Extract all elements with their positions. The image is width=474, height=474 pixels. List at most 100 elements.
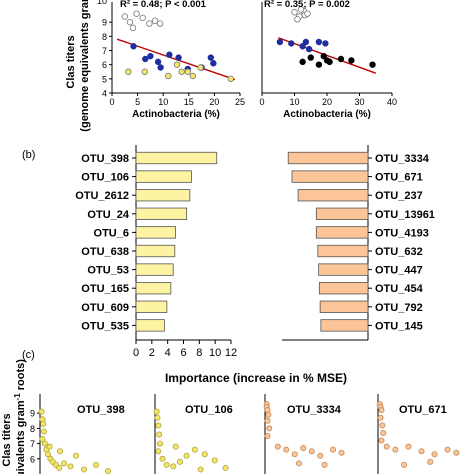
bar xyxy=(318,263,369,276)
bar xyxy=(135,263,174,276)
x-tick-label: 15 xyxy=(184,97,194,107)
category-label: OTU_4193 xyxy=(375,227,429,239)
x-tick-label: 25 xyxy=(235,97,245,107)
panel-a-ylabel-line2: (genome equivalents gram xyxy=(79,0,91,132)
data-point xyxy=(320,52,327,60)
data-point xyxy=(201,451,208,458)
bar xyxy=(135,319,165,332)
x-tick-label: 30 xyxy=(354,97,364,107)
data-point xyxy=(266,425,273,432)
category-label: OTU_632 xyxy=(375,246,423,258)
data-point xyxy=(191,446,198,453)
data-point xyxy=(146,20,153,27)
data-point xyxy=(383,443,390,450)
bar xyxy=(135,151,218,165)
data-point xyxy=(156,440,163,447)
x-tick-label: 10 xyxy=(209,347,221,359)
panel-c-ylabel-tail: roots) xyxy=(15,359,27,394)
x-tick-label: 12 xyxy=(225,347,237,359)
panel-c-ylabel-line2: equivalents gram-1 roots) xyxy=(13,359,27,474)
data-point xyxy=(295,460,302,467)
category-label: OTU_106 xyxy=(81,172,129,184)
data-point xyxy=(57,448,64,455)
data-point xyxy=(133,10,140,17)
data-point xyxy=(183,452,190,459)
y-tick-label: 8 xyxy=(102,32,107,42)
bar xyxy=(135,300,168,313)
panel-b-label: (b) xyxy=(22,149,35,161)
y-tick-label: 6 xyxy=(102,60,107,70)
bar xyxy=(287,151,369,165)
panel-c-label: (c) xyxy=(22,349,35,361)
data-point xyxy=(166,51,173,58)
y-tick-label: 10 xyxy=(97,0,107,6)
category-label: OTU_3334 xyxy=(375,153,430,165)
data-point xyxy=(300,445,307,452)
data-point xyxy=(338,449,345,456)
category-label: OTU_6 xyxy=(94,227,129,239)
data-point xyxy=(176,458,183,465)
data-point xyxy=(348,57,355,64)
category-label: OTU_535 xyxy=(81,320,129,332)
data-point xyxy=(302,38,310,46)
data-point xyxy=(126,18,134,26)
data-point xyxy=(392,446,399,453)
data-point xyxy=(139,14,146,22)
category-label: OTU_792 xyxy=(375,302,423,314)
panel-title: OTU_671 xyxy=(399,404,447,416)
x-tick-label: 5 xyxy=(135,97,140,107)
data-point xyxy=(141,68,148,75)
data-point xyxy=(264,417,271,424)
data-point xyxy=(154,58,162,66)
data-point xyxy=(156,20,164,27)
data-point xyxy=(210,60,217,67)
data-point xyxy=(155,422,162,429)
data-point xyxy=(46,443,53,450)
data-point xyxy=(377,414,384,421)
data-point xyxy=(299,58,306,66)
bar-panel-b-left: 0 2 4 6 8 10 12 OTU_398 OTU_106 OTU_2612 OTU_24 OTU… xyxy=(75,145,237,359)
data-point xyxy=(315,38,323,46)
category-label: OTU_2612 xyxy=(75,190,129,202)
data-point xyxy=(274,443,281,450)
x-tick-label: 2 xyxy=(149,347,155,359)
panel-title: OTU_3334 xyxy=(287,404,342,416)
y-tick-label: 4 xyxy=(102,89,107,99)
bar xyxy=(291,170,369,183)
data-point xyxy=(172,443,179,450)
category-label: OTU_447 xyxy=(375,265,423,277)
regression-annotation: R² = 0.35; P = 0.002 xyxy=(264,0,350,10)
x-tick-label: 0 xyxy=(109,97,114,107)
regression-line xyxy=(278,37,376,74)
x-tick-label: 0 xyxy=(133,347,139,359)
data-point xyxy=(154,414,161,421)
data-point xyxy=(283,446,290,453)
data-point xyxy=(379,422,386,429)
data-point xyxy=(38,408,45,415)
bar xyxy=(318,282,369,295)
data-point xyxy=(288,40,295,47)
data-point xyxy=(401,461,408,468)
data-point xyxy=(321,461,328,468)
data-point xyxy=(130,43,137,50)
y-tick-label: 9 xyxy=(30,409,35,419)
data-point xyxy=(56,464,63,471)
data-point xyxy=(291,9,298,16)
data-point xyxy=(326,58,333,66)
data-point xyxy=(163,461,170,468)
x-tick-label: 4 xyxy=(165,347,171,359)
data-point xyxy=(189,72,197,80)
data-point xyxy=(153,408,160,415)
data-point xyxy=(264,432,271,439)
data-point xyxy=(291,451,298,458)
data-point xyxy=(315,61,323,68)
data-point xyxy=(337,55,345,63)
data-point xyxy=(369,61,376,68)
bar xyxy=(320,319,369,332)
category-label: OTU_398 xyxy=(81,153,129,165)
data-point xyxy=(299,43,306,50)
bar xyxy=(315,226,369,239)
data-point xyxy=(444,446,451,453)
bar xyxy=(135,170,192,183)
bar xyxy=(315,207,369,220)
